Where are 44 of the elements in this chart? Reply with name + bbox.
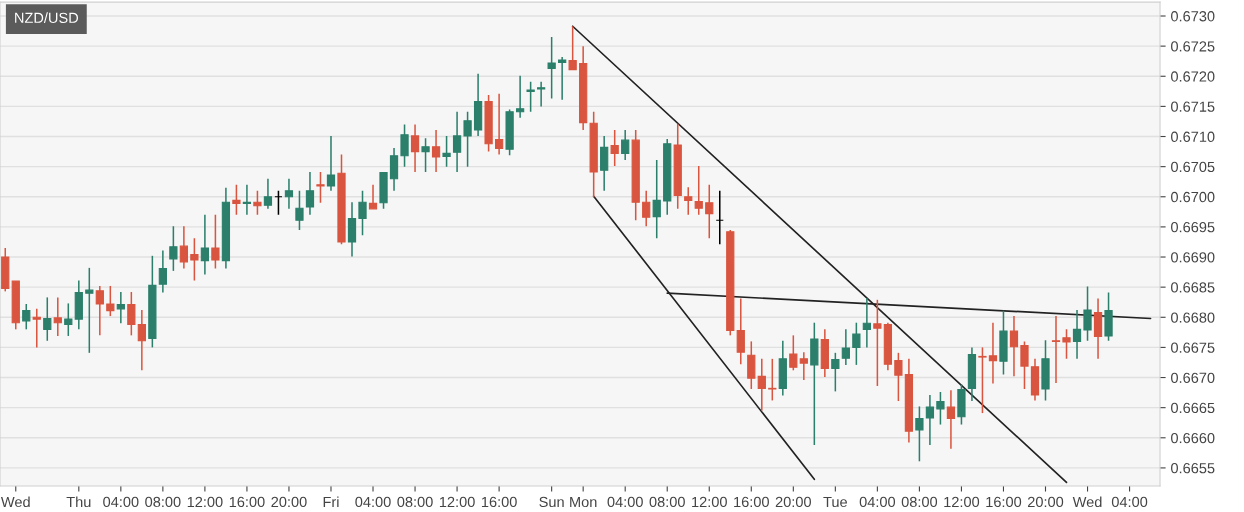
x-tick-label: 04:00 — [355, 496, 391, 508]
x-tick-label: 12:00 — [692, 496, 727, 508]
x-tick-label: Fri — [323, 496, 339, 507]
y-tick-label: 0.6655 — [1171, 463, 1215, 474]
y-tick-label: 0.6715 — [1171, 101, 1215, 112]
y-tick-label: 0.6700 — [1171, 191, 1215, 203]
y-tick-label: 0.6680 — [1171, 312, 1215, 323]
y-tick-label: 0.6670 — [1171, 372, 1215, 383]
x-tick-label: Thu — [66, 496, 91, 508]
x-tick-label: 12:00 — [439, 496, 475, 508]
y-tick-label: 0.6705 — [1171, 161, 1215, 173]
x-tick-label: 16:00 — [986, 496, 1022, 508]
x-tick-label: 16:00 — [229, 496, 265, 508]
x-tick-label: 08:00 — [649, 496, 685, 508]
x-tick-label: 08:00 — [145, 496, 181, 508]
x-tick-label: 08:00 — [397, 496, 433, 508]
y-tick-label: 0.6690 — [1171, 252, 1215, 263]
y-tick-label: 0.6660 — [1171, 432, 1215, 444]
y-tick-label: 0.6710 — [1171, 131, 1215, 142]
x-tick-label: 20:00 — [1027, 496, 1064, 508]
x-tick-label: Tue — [823, 496, 847, 508]
x-tick-label: 20:00 — [271, 496, 307, 508]
y-tick-label: 0.6720 — [1171, 71, 1215, 82]
x-tick-label: 16:00 — [734, 496, 769, 508]
x-tick-label: 16:00 — [481, 496, 517, 508]
x-tick-label: 12:00 — [944, 496, 980, 508]
y-tick-label: 0.6675 — [1171, 342, 1215, 353]
y-tick-label: 0.6665 — [1171, 402, 1215, 414]
x-tick-label: Wed — [1072, 496, 1102, 508]
y-tick-label: 0.6685 — [1171, 282, 1215, 293]
x-tick-label: 08:00 — [901, 496, 938, 508]
x-tick-label: 04:00 — [103, 496, 139, 508]
x-tick-label: 12:00 — [187, 496, 223, 508]
x-tick-label: Sun — [539, 496, 564, 508]
x-tick-label: 04:00 — [1111, 496, 1148, 508]
x-tick-label: 04:00 — [607, 496, 643, 508]
y-tick-label: 0.6695 — [1171, 222, 1215, 233]
x-tick-label: Mon — [570, 496, 597, 508]
x-tick-label: 04:00 — [859, 496, 896, 508]
text: NZD/USD — [15, 12, 79, 23]
x-tick-label: 20:00 — [775, 496, 811, 508]
y-tick-label: 0.6730 — [1171, 11, 1215, 22]
y-tick-label: 0.6725 — [1171, 41, 1215, 52]
x-tick-label: Wed — [0, 496, 30, 508]
